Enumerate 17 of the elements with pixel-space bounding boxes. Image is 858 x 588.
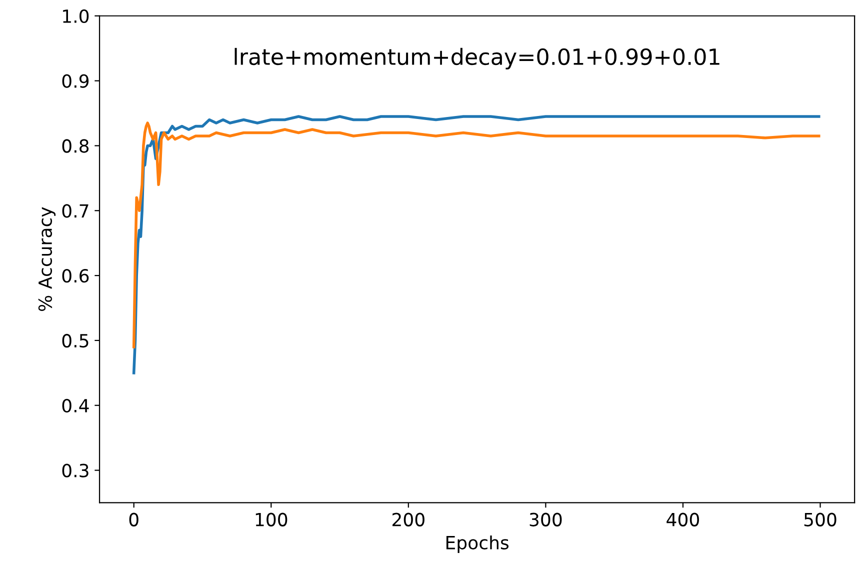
y-tick-label: 0.6	[62, 268, 89, 283]
y-tick-label: 0.5	[62, 334, 88, 348]
x-tick-label: 0	[129, 512, 138, 526]
x-tick-label: 100	[256, 512, 288, 526]
y-tick-label: 0.7	[62, 204, 88, 218]
x-axis-title: Epochs	[446, 535, 509, 553]
y-tick-label: 1.0	[63, 9, 89, 23]
x-tick-label: 400	[666, 512, 699, 526]
text: lrate+momentum+decay=0.01+0.99+0.01	[234, 48, 720, 70]
x-tick-label: 300	[530, 512, 562, 526]
y-tick-label: 0.3	[62, 464, 88, 478]
y-tick-label: 0.8	[62, 139, 89, 153]
y-tick-label: 0.9	[62, 74, 89, 88]
y-axis-title: % Accuracy	[38, 207, 56, 311]
y-tick-label: 0.4	[62, 398, 89, 412]
x-tick-label: 200	[392, 512, 424, 526]
x-tick-label: 500	[804, 512, 836, 526]
